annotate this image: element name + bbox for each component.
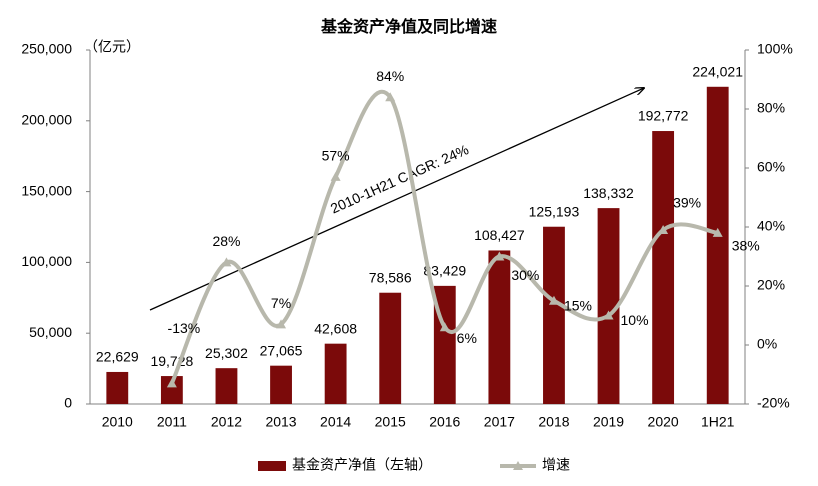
bar <box>160 376 183 404</box>
line-marker <box>385 92 396 102</box>
bar-label: 27,065 <box>260 342 303 358</box>
line-label: 7% <box>271 295 291 311</box>
bar <box>106 371 129 404</box>
bar-label: 19,728 <box>150 353 193 369</box>
y-tick-label: 0 <box>64 395 72 411</box>
line-marker <box>166 378 177 388</box>
line-marker <box>276 319 287 329</box>
bar-label: 22,629 <box>96 349 139 365</box>
line-label: 39% <box>673 195 701 211</box>
y2-tick-label: 80% <box>757 100 785 116</box>
x-tick-label: 2016 <box>429 414 460 430</box>
line-label: 6% <box>457 330 477 346</box>
line-label: 28% <box>212 233 240 249</box>
bar-label: 108,427 <box>474 227 525 243</box>
legend-label: 基金资产净值（左轴） <box>292 457 432 473</box>
bar-label: 224,021 <box>692 63 743 79</box>
bar-label: 125,193 <box>529 203 580 219</box>
bar <box>270 365 292 404</box>
y-tick-label: 50,000 <box>29 324 72 340</box>
bar <box>379 292 402 404</box>
x-tick-label: 2019 <box>593 414 624 430</box>
x-tick-label: 2013 <box>265 414 296 430</box>
bar-label: 25,302 <box>205 345 248 361</box>
line-marker <box>548 295 559 305</box>
bar <box>215 368 238 404</box>
line-label: 38% <box>732 238 760 254</box>
line-label: 15% <box>564 297 592 313</box>
bar <box>706 86 729 405</box>
chart-title: 基金资产净值及同比增速 <box>320 17 497 36</box>
line-marker <box>712 227 723 237</box>
x-tick-label: 2015 <box>375 414 406 430</box>
bar <box>488 250 511 404</box>
line-marker <box>330 171 341 181</box>
x-tick-label: 2010 <box>102 414 133 430</box>
bar-label: 78,586 <box>369 269 412 285</box>
x-tick-label: 1H21 <box>701 414 735 430</box>
y2-tick-label: 20% <box>757 277 785 293</box>
line-marker <box>221 257 232 267</box>
y-tick-label: 250,000 <box>21 41 72 57</box>
legend-swatch <box>258 461 286 471</box>
bar <box>543 226 565 404</box>
y-tick-label: 100,000 <box>21 253 72 269</box>
y2-tick-label: 60% <box>757 159 785 175</box>
line-marker <box>439 322 450 332</box>
x-tick-label: 2018 <box>538 414 569 430</box>
line-marker <box>658 224 669 234</box>
bar-label: 192,772 <box>638 108 689 124</box>
y2-tick-label: 40% <box>757 218 785 234</box>
y2-tick-label: -20% <box>757 395 790 411</box>
x-tick-label: 2011 <box>157 414 187 430</box>
legend-label: 增速 <box>542 457 570 473</box>
y2-tick-label: 0% <box>757 336 777 352</box>
x-tick-label: 2020 <box>648 414 679 430</box>
x-tick-label: 2017 <box>484 414 515 430</box>
x-tick-label: 2014 <box>320 414 351 430</box>
bar-label: 138,332 <box>583 185 634 201</box>
x-tick-label: 2012 <box>211 414 242 430</box>
line-label: 30% <box>511 267 539 283</box>
bar <box>652 131 675 404</box>
y-unit-label: （亿元） <box>84 39 140 55</box>
line-label: 84% <box>376 68 404 84</box>
y-tick-label: 200,000 <box>21 112 72 128</box>
y-tick-label: 150,000 <box>21 182 72 198</box>
y2-tick-label: 100% <box>757 41 793 57</box>
bar-label: 83,429 <box>423 263 466 279</box>
bar-label: 42,608 <box>314 320 357 336</box>
line-label: 57% <box>322 148 350 164</box>
line-label: 10% <box>621 312 649 328</box>
line-marker <box>603 310 614 320</box>
bar <box>324 343 347 404</box>
trend-arrow <box>149 88 644 311</box>
bar <box>597 208 620 404</box>
legend-swatch <box>513 461 523 470</box>
line-marker <box>494 251 505 261</box>
line-label: -13% <box>168 320 201 336</box>
